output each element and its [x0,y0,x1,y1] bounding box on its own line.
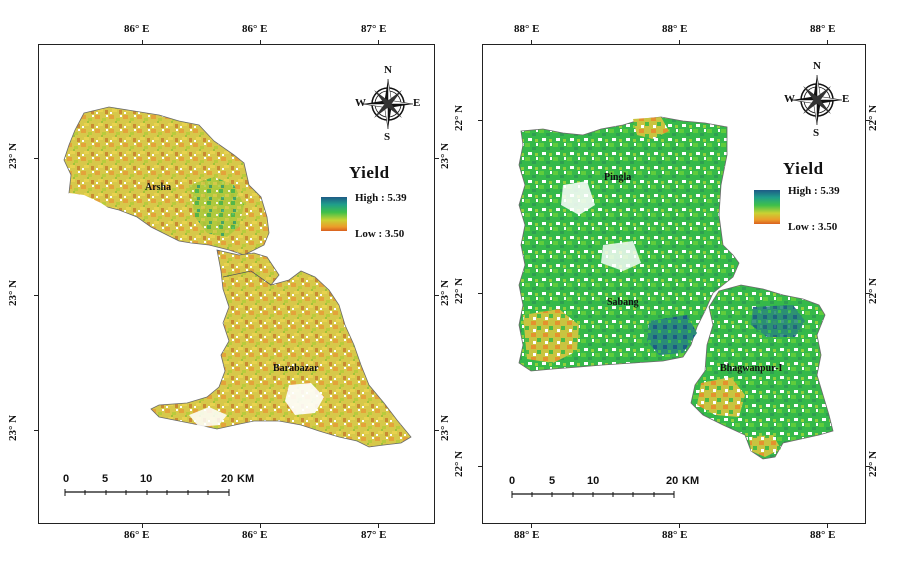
place-label-pingla: Pingla [604,172,632,183]
scale-label-20: 20 [666,475,679,487]
right-left-tick-1: 22° N [453,277,466,305]
sabang-white-area [601,241,641,271]
right-bottom-tick-0: 88° E [514,529,540,541]
arsha-green-patch [189,177,244,237]
north-arrow-compass-right: N S E W [784,60,850,139]
scale-label-0: 0 [509,475,516,487]
scale-label-5: 5 [549,475,556,487]
compass-e: E [413,97,421,109]
left-top-tick-2: 87° E [361,23,387,35]
right-right-tick-2: 22° N [867,450,880,478]
scale-label-10: 10 [140,473,153,485]
arsha-block-shape [63,106,270,256]
compass-s: S [384,131,391,143]
pingla-orange-patch [633,117,669,139]
legend-color-ramp-right [754,190,780,224]
legend-high: High : 5.39 [355,192,407,204]
left-right-tick-0: 23° N [439,142,452,170]
left-left-tick-0: 23° N [7,142,20,170]
place-label-barabazar: Barabazar [273,363,319,374]
left-bottom-tick-0: 86° E [124,529,150,541]
sabang-blue-patch [647,315,697,355]
right-map-frame: N S E W Yield High : 5.39 Low : 3.50 Pin… [478,40,870,528]
scale-unit: KM [237,473,255,485]
bhagwanpur-blue-patch [751,305,805,337]
right-yield-map [518,116,834,460]
right-bottom-tick-1: 88° E [662,529,688,541]
legend-high-right: High : 5.39 [788,185,840,197]
block-boundary [222,270,272,286]
compass-n: N [384,64,392,76]
compass-s: S [813,127,820,139]
barabazar-white-area-2 [189,407,227,427]
scale-label-10: 10 [587,475,600,487]
right-right-tick-0: 22° N [867,104,880,132]
north-arrow-compass: N S E W [355,64,421,143]
compass-n: N [813,60,821,72]
scale-label-5: 5 [102,473,109,485]
place-label-bhagwanpur: Bhagwanpur-I [720,363,783,374]
right-top-tick-0: 88° E [514,23,540,35]
scale-unit: KM [682,475,700,487]
left-bottom-tick-1: 86° E [242,529,268,541]
scale-label-20: 20 [221,473,234,485]
barabazar-white-area [285,383,324,415]
left-right-tick-1: 23° N [439,279,452,307]
right-top-tick-2: 88° E [810,23,836,35]
left-right-tick-2: 23° N [439,414,452,442]
pingla-white-area [561,181,595,215]
left-top-tick-1: 86° E [242,23,268,35]
right-top-tick-1: 88° E [662,23,688,35]
place-label-arsha: Arsha [145,182,172,193]
arsha-white-area [67,193,121,233]
legend-title: Yield [349,163,390,182]
compass-w: W [784,93,795,105]
legend-color-ramp [321,197,347,231]
left-left-tick-2: 23° N [7,414,20,442]
legend-low-right: Low : 3.50 [788,221,838,233]
left-top-tick-0: 86° E [124,23,150,35]
legend-low: Low : 3.50 [355,228,405,240]
right-left-tick-2: 22° N [453,450,466,478]
compass-e: E [842,93,850,105]
compass-w: W [355,97,366,109]
right-bottom-tick-2: 88° E [810,529,836,541]
legend-title-right: Yield [783,159,824,178]
scale-label-0: 0 [63,473,70,485]
left-yield-map [63,106,412,448]
bhagwanpur-orange-patch [697,377,745,417]
left-left-tick-1: 23° N [7,279,20,307]
right-right-tick-1: 22° N [867,277,880,305]
place-label-sabang: Sabang [607,297,639,308]
left-map-frame: N S E W Yield High : 5.39 Low : 3.50 Ars… [34,40,439,528]
right-left-tick-0: 22° N [453,104,466,132]
bhagwanpur-orange-patch-2 [749,435,781,457]
barabazar-block-shape [150,249,412,448]
left-bottom-tick-2: 87° E [361,529,387,541]
sabang-orange-patch [523,309,579,363]
